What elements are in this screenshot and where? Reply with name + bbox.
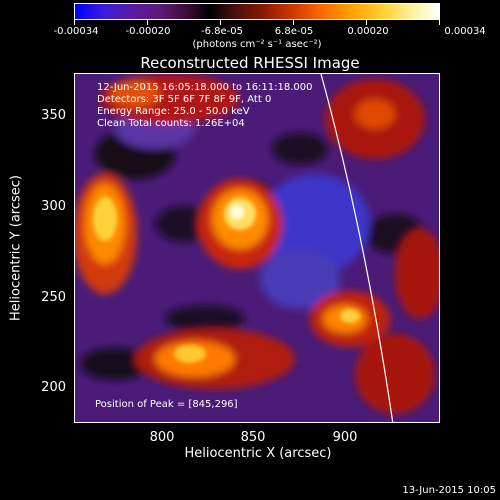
colorbar-units: (photons cm⁻² s⁻¹ asec⁻²) <box>192 39 322 50</box>
colorbar-tick <box>74 20 75 25</box>
y-tick-label: 350 <box>41 108 66 123</box>
peak-position: Position of Peak = [845,296] <box>95 399 238 410</box>
x-axis-label: Heliocentric X (arcsec) <box>184 446 332 461</box>
colorbar <box>74 3 440 20</box>
colorbar-tick-label: 6.8e-05 <box>274 26 314 37</box>
x-tick-label: 800 <box>149 430 175 445</box>
info-energy-range: Energy Range: 25.0 - 50.0 keV <box>97 106 250 117</box>
colorbar-tick-label: -0.00020 <box>125 26 171 37</box>
x-tick-label: 900 <box>332 430 358 445</box>
colorbar-tick <box>293 20 294 25</box>
colorbar-tick-label: 0.00034 <box>444 26 486 37</box>
y-tick-label: 200 <box>41 380 66 395</box>
info-detectors: Detectors: 3F 5F 6F 7F 8F 9F, Att 0 <box>97 94 272 105</box>
rhessi-image: 12-Jun-2015 16:05:18.000 to 16:11:18.000… <box>74 73 440 423</box>
x-tick-label: 850 <box>240 430 266 445</box>
footer-timestamp: 13-Jun-2015 10:05 <box>402 485 496 496</box>
colorbar-tick <box>220 20 221 25</box>
y-axis-label: Heliocentric Y (arcsec) <box>8 175 24 321</box>
colorbar-tick-label: -6.8e-05 <box>201 26 243 37</box>
colorbar-tick <box>366 20 367 25</box>
colorbar-tick <box>147 20 148 25</box>
colorbar-tick-label: 0.00020 <box>347 26 389 37</box>
solar-limb-line <box>320 74 394 422</box>
info-total-counts: Clean Total counts: 1.26E+04 <box>97 118 245 129</box>
colorbar-tick <box>439 20 440 25</box>
rhessi-image-map <box>75 74 439 422</box>
plot-title: Reconstructed RHESSI Image <box>140 54 360 72</box>
info-time-range: 12-Jun-2015 16:05:18.000 to 16:11:18.000 <box>97 82 313 93</box>
y-tick-label: 250 <box>41 290 66 305</box>
colorbar-tick-label: -0.00034 <box>53 26 99 37</box>
y-tick-label: 300 <box>41 199 66 214</box>
